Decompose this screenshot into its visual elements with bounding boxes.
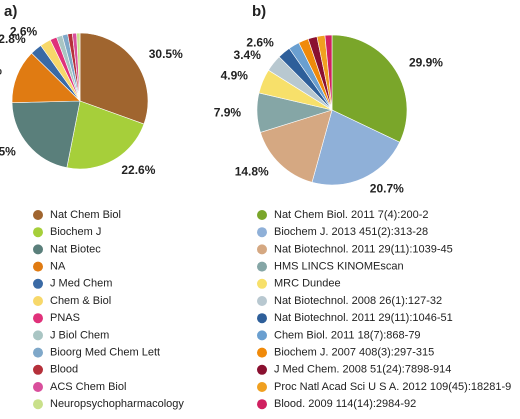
legend-marker xyxy=(257,313,267,324)
pie-slice xyxy=(331,34,408,143)
chart-title: b) xyxy=(252,3,266,20)
legend-marker xyxy=(33,330,43,341)
data-label: 2.8% xyxy=(0,32,26,46)
legend-marker xyxy=(257,244,267,255)
legend-marker xyxy=(33,261,43,272)
legend-marker xyxy=(257,296,267,306)
legend-label: MRC Dundee xyxy=(274,278,341,290)
data-label: 14.8% xyxy=(235,165,269,179)
legend-label: J Med Chem xyxy=(50,278,112,290)
data-label: 29.9% xyxy=(409,56,443,70)
pie-slice xyxy=(11,100,81,169)
legend-label: HMS LINCS KINOMEscan xyxy=(274,261,404,273)
data-label: 7.9% xyxy=(214,105,242,119)
legend-marker xyxy=(257,347,267,358)
chart-title: a) xyxy=(4,3,17,20)
legend-label: Nat Chem Biol xyxy=(50,209,121,221)
legend-label: Biochem J xyxy=(50,226,101,238)
legend-label: Bioorg Med Chem Lett xyxy=(50,347,160,359)
legend-label: Proc Natl Acad Sci U S A. 2012 109(45):1… xyxy=(274,381,511,393)
legend-marker xyxy=(257,227,267,238)
legend-marker xyxy=(33,227,43,238)
pie-slice xyxy=(260,109,333,183)
legend-marker xyxy=(33,347,43,358)
legend-label: Nat Chem Biol. 2011 7(4):200-2 xyxy=(274,209,429,221)
data-label: 30.5% xyxy=(149,47,183,61)
pie-slice xyxy=(66,100,145,170)
legend-marker xyxy=(257,278,267,289)
legend-label: Nat Biotechnol. 2011 29(11):1039-45 xyxy=(274,243,453,255)
legend-marker xyxy=(257,210,267,220)
legend-label: Nat Biotechnol. 2008 26(1):127-32 xyxy=(274,295,442,307)
legend-marker xyxy=(33,278,43,289)
legend-marker xyxy=(257,382,267,392)
pie-slice xyxy=(79,32,149,125)
legend-label: Biochem J. 2013 451(2):313-28 xyxy=(274,226,428,238)
legend-label: J Biol Chem xyxy=(50,329,109,341)
data-label: 21.5% xyxy=(0,145,16,159)
data-label: 4.9% xyxy=(221,69,249,83)
data-label: 22.6% xyxy=(121,163,155,177)
legend-marker xyxy=(33,210,43,220)
data-label: 12.8% xyxy=(0,64,2,78)
data-label: 2.6% xyxy=(10,24,38,38)
legend-marker xyxy=(257,399,267,410)
legend-marker xyxy=(257,261,267,272)
pie-slice xyxy=(311,109,401,186)
legend-marker xyxy=(257,364,267,375)
legend-label: Nat Biotec xyxy=(50,243,101,255)
legend-marker xyxy=(33,364,43,375)
legend-label: Blood. 2009 114(14):2984-92 xyxy=(274,398,416,410)
legend-more: ... xyxy=(257,413,266,419)
data-label: 20.7% xyxy=(370,181,404,195)
legend-label: Blood xyxy=(50,364,78,376)
legend-label: Chem & Biol xyxy=(50,295,111,307)
legend-label: Biochem J. 2007 408(3):297-315 xyxy=(274,347,434,359)
data-label: 2.6% xyxy=(246,35,274,49)
legend-more: ... xyxy=(33,413,42,419)
legend-marker xyxy=(257,330,267,341)
legend-label: PNAS xyxy=(50,312,80,324)
legend-marker xyxy=(33,382,43,392)
legend-label: Nat Biotechnol. 2011 29(11):1046-51 xyxy=(274,312,453,324)
legend-label: J Med Chem. 2008 51(24):7898-914 xyxy=(274,364,451,376)
legend-marker xyxy=(33,313,43,324)
legend-marker xyxy=(33,399,43,410)
legend-label: ACS Chem Biol xyxy=(50,381,126,393)
pie-slice xyxy=(324,34,333,111)
data-label: 3.4% xyxy=(234,48,262,62)
legend-marker xyxy=(33,244,43,255)
legend-marker xyxy=(33,296,43,306)
legend-label: Neuropsychopharmacology xyxy=(50,398,184,410)
pie-slice xyxy=(76,32,81,102)
legend-label: NA xyxy=(50,261,66,273)
legend-label: Chem Biol. 2011 18(7):868-79 xyxy=(274,329,421,341)
